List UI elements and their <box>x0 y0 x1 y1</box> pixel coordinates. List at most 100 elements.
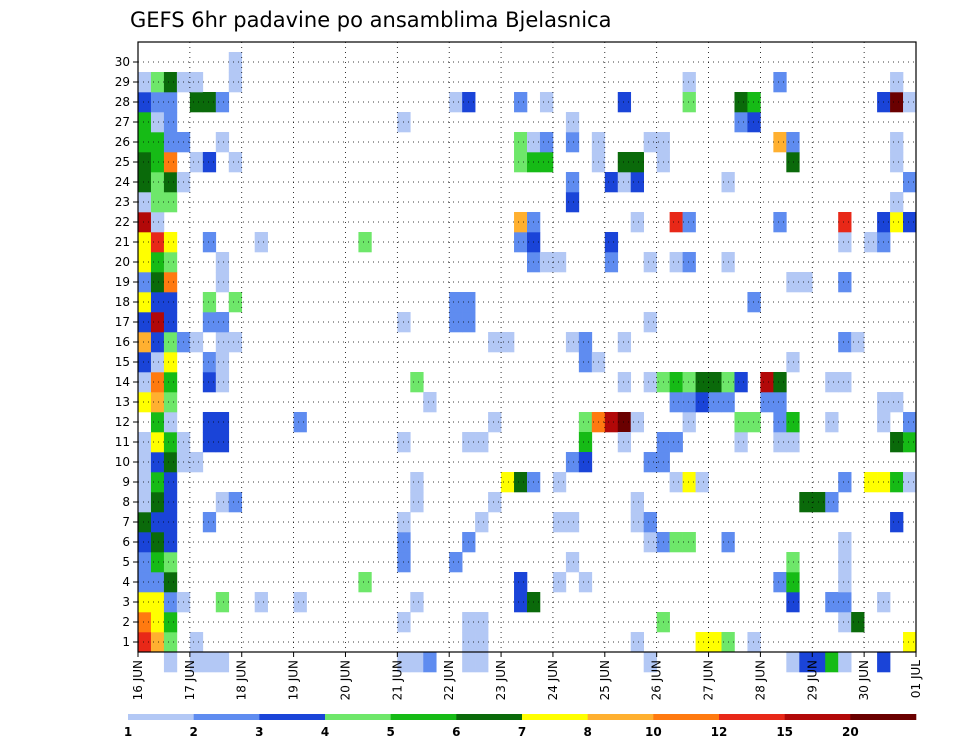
colorbar-label: 10 <box>645 725 662 739</box>
heatmap-cell <box>228 52 243 73</box>
heatmap-cell <box>228 332 243 353</box>
heatmap-cell <box>682 532 696 553</box>
colorbar-label: 5 <box>386 725 394 739</box>
colorbar-label: 12 <box>711 725 728 739</box>
heatmap-cell <box>410 592 424 613</box>
heatmap-cell <box>138 512 152 533</box>
heatmap-cell <box>462 652 476 673</box>
heatmap-cell <box>838 372 852 393</box>
heatmap-cell <box>903 632 917 653</box>
colorbar-swatch <box>456 714 523 720</box>
x-tick-label: 01 JUL <box>909 660 923 698</box>
heatmap-cell <box>215 592 230 613</box>
heatmap-cell <box>475 432 489 453</box>
y-tick-label: 26 <box>115 135 130 149</box>
colorbar-label: 1 <box>124 725 132 739</box>
heatmap-cell <box>643 452 657 473</box>
heatmap-cell <box>138 72 152 93</box>
heatmap-cell <box>838 212 852 233</box>
heatmap-cell <box>773 372 787 393</box>
heatmap-cell <box>552 472 567 493</box>
y-tick-label: 16 <box>115 335 130 349</box>
heatmap-cell <box>903 212 917 233</box>
heatmap-cell <box>838 572 852 593</box>
heatmap-cell <box>202 652 217 673</box>
heatmap-cell <box>565 332 580 353</box>
heatmap-cell <box>682 472 696 493</box>
heatmap-cell <box>215 412 230 433</box>
heatmap-cell <box>799 272 813 293</box>
heatmap-cell <box>150 132 165 153</box>
heatmap-cell <box>604 412 619 433</box>
heatmap-cell <box>150 312 165 333</box>
heatmap-cell <box>138 152 152 173</box>
y-tick-label: 2 <box>122 615 130 629</box>
heatmap-cell <box>695 372 709 393</box>
heatmap-cell <box>786 592 800 613</box>
heatmap-cell <box>514 232 528 253</box>
heatmap-cell <box>578 412 593 433</box>
colorbar-label: 15 <box>776 725 793 739</box>
heatmap-cell <box>163 432 178 453</box>
heatmap-cell <box>682 212 696 233</box>
heatmap-cell <box>150 472 165 493</box>
y-tick-label: 3 <box>122 595 130 609</box>
heatmap-cell <box>410 652 424 673</box>
heatmap-cell <box>215 372 230 393</box>
heatmap-cell <box>163 512 178 533</box>
y-tick-label: 23 <box>115 195 130 209</box>
heatmap-cell <box>189 92 204 113</box>
heatmap-cell <box>501 472 515 493</box>
colorbar-swatch <box>587 714 654 720</box>
heatmap-cell <box>890 472 904 493</box>
heatmap-cell <box>150 212 165 233</box>
heatmap-cell <box>163 372 178 393</box>
heatmap-cell <box>786 572 800 593</box>
heatmap-cell <box>228 492 243 513</box>
colorbar-swatch <box>850 714 917 720</box>
colorbar-swatch <box>259 714 326 720</box>
heatmap-cell <box>903 412 917 433</box>
y-tick-label: 21 <box>115 235 130 249</box>
heatmap-cell <box>760 372 774 393</box>
heatmap-cell <box>786 652 800 673</box>
y-tick-label: 18 <box>115 295 130 309</box>
heatmap-cell <box>189 652 204 673</box>
heatmap-cell <box>163 252 178 273</box>
heatmap-cell <box>682 412 696 433</box>
heatmap-cell <box>643 372 657 393</box>
heatmap-cell <box>163 112 178 133</box>
heatmap-cell <box>890 132 904 153</box>
heatmap-cell <box>565 132 580 153</box>
heatmap-cell <box>578 452 593 473</box>
heatmap-cell <box>189 72 204 93</box>
heatmap-cell <box>539 92 554 113</box>
y-tick-label: 8 <box>122 495 130 509</box>
heatmap-cell <box>890 392 904 413</box>
heatmap-cell <box>578 432 593 453</box>
heatmap-cell <box>215 312 230 333</box>
heatmap-cell <box>215 92 230 113</box>
y-tick-label: 9 <box>122 475 130 489</box>
heatmap-cell <box>358 572 372 593</box>
heatmap-cell <box>138 312 152 333</box>
heatmap-cell <box>410 492 424 513</box>
y-tick-label: 10 <box>115 455 130 469</box>
heatmap-cell <box>163 412 178 433</box>
heatmap-cell <box>163 332 178 353</box>
heatmap-cell <box>150 192 165 213</box>
heatmap-cell <box>799 652 813 673</box>
heatmap-cell <box>138 472 152 493</box>
heatmap-cell <box>851 332 865 353</box>
heatmap-cell <box>669 372 683 393</box>
x-tick-label: 22 JUN <box>442 660 456 700</box>
heatmap-cell <box>565 172 580 193</box>
heatmap-cell <box>617 412 632 433</box>
heatmap-cell <box>138 112 152 133</box>
heatmap-cell <box>150 72 165 93</box>
heatmap-cell <box>215 492 230 513</box>
heatmap-cell <box>189 152 204 173</box>
heatmap-cell <box>163 652 178 673</box>
heatmap-cell <box>630 512 644 533</box>
heatmap-cell <box>163 532 178 553</box>
